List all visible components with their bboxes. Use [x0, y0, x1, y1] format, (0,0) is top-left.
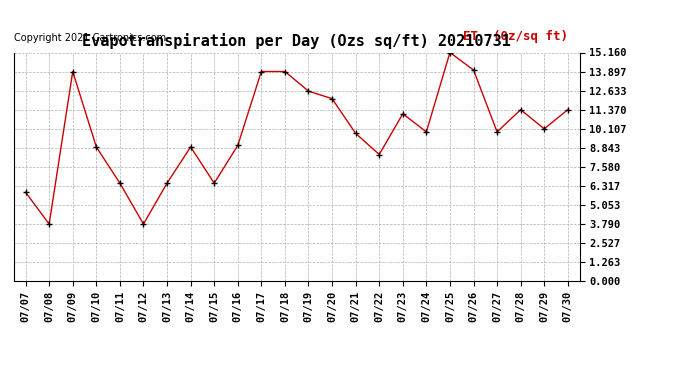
- Text: Copyright 2021 Cartronics.com: Copyright 2021 Cartronics.com: [14, 33, 166, 44]
- Text: ET  (0z/sq ft): ET (0z/sq ft): [463, 30, 569, 44]
- Title: Evapotranspiration per Day (Ozs sq/ft) 20210731: Evapotranspiration per Day (Ozs sq/ft) 2…: [82, 33, 511, 48]
